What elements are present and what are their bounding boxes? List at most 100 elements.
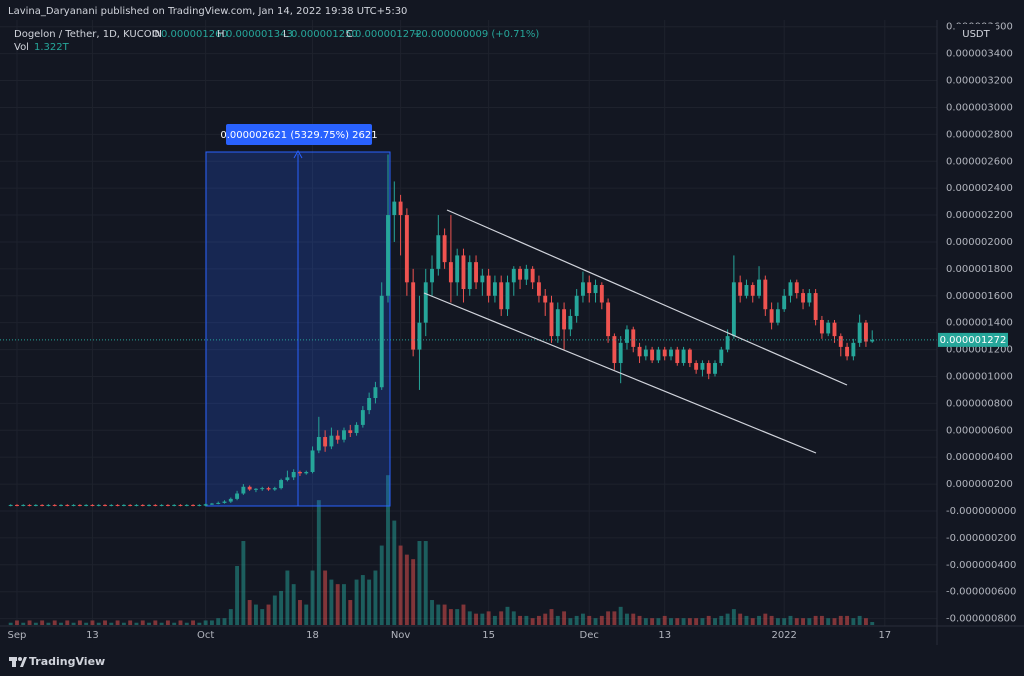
y-tick-label: 0.000001600	[946, 291, 1013, 302]
y-tick-label: 0.000002400	[946, 183, 1013, 194]
legend-value: 0.000001250	[291, 29, 358, 40]
candle-body	[694, 363, 699, 370]
candle-body	[411, 282, 416, 350]
candle-body	[159, 504, 164, 506]
candle-body	[266, 488, 271, 490]
candle-body	[851, 342, 856, 357]
candle-body	[272, 488, 277, 490]
y-tick-label: 0.000000600	[946, 425, 1013, 436]
volume-bar	[304, 604, 309, 625]
volume-bar	[354, 579, 359, 625]
volume-bar	[625, 613, 629, 625]
y-tick-label: 0.000003000	[946, 102, 1013, 113]
candle-body	[870, 339, 875, 342]
volume-bar	[612, 611, 617, 625]
y-tick-label: 0.000001400	[946, 318, 1013, 329]
volume-bar	[499, 611, 504, 625]
candle-body	[511, 268, 516, 283]
volume-bar	[235, 565, 240, 625]
candle-body	[587, 282, 592, 294]
candle-body	[197, 504, 202, 506]
candle-body	[505, 282, 510, 310]
candle-body	[700, 363, 705, 370]
volume-bar	[643, 618, 648, 625]
volume-bar	[700, 618, 705, 625]
candle-body	[128, 504, 133, 506]
candle-body	[581, 282, 585, 296]
x-tick-label: 18	[306, 630, 319, 641]
candle-body	[59, 504, 63, 506]
candle-body	[253, 488, 258, 490]
x-tick-label: 13	[86, 630, 99, 641]
y-tick-label: 0.000000200	[946, 479, 1013, 490]
candle-body	[448, 262, 453, 283]
legend-value: 0.000001272	[355, 29, 422, 40]
candle-body	[650, 349, 655, 361]
candle-body	[530, 268, 535, 283]
volume-bar	[832, 618, 837, 625]
volume-bar	[775, 618, 780, 625]
candle-body	[291, 471, 296, 478]
volume-bar	[826, 618, 831, 625]
volume-bar	[857, 615, 862, 625]
volume-bar	[260, 609, 265, 625]
candle-body	[8, 504, 13, 506]
candle-body	[323, 437, 328, 447]
volume-bar	[84, 622, 89, 625]
volume-bar	[587, 615, 592, 625]
candle-body	[480, 275, 485, 283]
candle-body	[310, 450, 315, 472]
volume-bar	[329, 579, 334, 625]
measure-label-box	[226, 124, 372, 145]
candle-body	[134, 504, 139, 506]
volume-bar	[511, 611, 516, 625]
volume-bar	[316, 500, 321, 625]
volume-bar	[524, 615, 529, 625]
volume-bar	[448, 609, 453, 625]
volume-bar	[310, 570, 315, 625]
y-tick-label: 0.000001200	[946, 345, 1013, 356]
x-tick-label: 17	[878, 630, 891, 641]
y-tick-label: -0.000000000	[946, 506, 1016, 517]
candle-body	[738, 282, 743, 296]
candle-body	[140, 504, 145, 506]
legend-value: 0.000001343	[226, 29, 293, 40]
candle-body	[675, 349, 680, 364]
volume-bar	[549, 609, 554, 625]
candle-body	[316, 437, 321, 451]
candle-body	[725, 336, 730, 350]
x-tick-label: Dec	[580, 630, 599, 641]
volume-bar	[581, 613, 585, 625]
volume-bar	[367, 579, 372, 625]
volume-bar	[197, 622, 202, 625]
legend-change: +0.000000009 (+0.71%)	[413, 29, 539, 40]
volume-bar	[228, 609, 233, 625]
volume-bar	[845, 615, 850, 625]
candle-body	[492, 282, 497, 296]
candle-body	[524, 268, 529, 280]
candle-body	[832, 322, 837, 337]
candle-body	[549, 302, 554, 337]
candle-body	[801, 293, 806, 303]
volume-bar	[467, 611, 472, 625]
candle-body	[21, 504, 26, 506]
candle-body	[247, 486, 252, 490]
candle-body	[599, 285, 604, 303]
y-tick-label: 0.000000400	[946, 452, 1013, 463]
volume-bar	[172, 622, 177, 625]
candle-body	[719, 349, 724, 364]
volume-bar	[819, 615, 824, 625]
volume-bar	[65, 620, 70, 625]
volume-bar	[46, 622, 51, 625]
volume-bar	[838, 615, 843, 625]
last-price-box	[938, 332, 1008, 347]
volume-bar	[253, 604, 258, 625]
candle-body	[819, 319, 824, 334]
volume-bar	[530, 618, 535, 625]
candle-body	[165, 504, 170, 506]
volume-bar	[807, 618, 812, 625]
y-tick-label: 0.000003400	[946, 49, 1013, 60]
candle-body	[744, 285, 749, 296]
volume-bar	[379, 545, 384, 625]
